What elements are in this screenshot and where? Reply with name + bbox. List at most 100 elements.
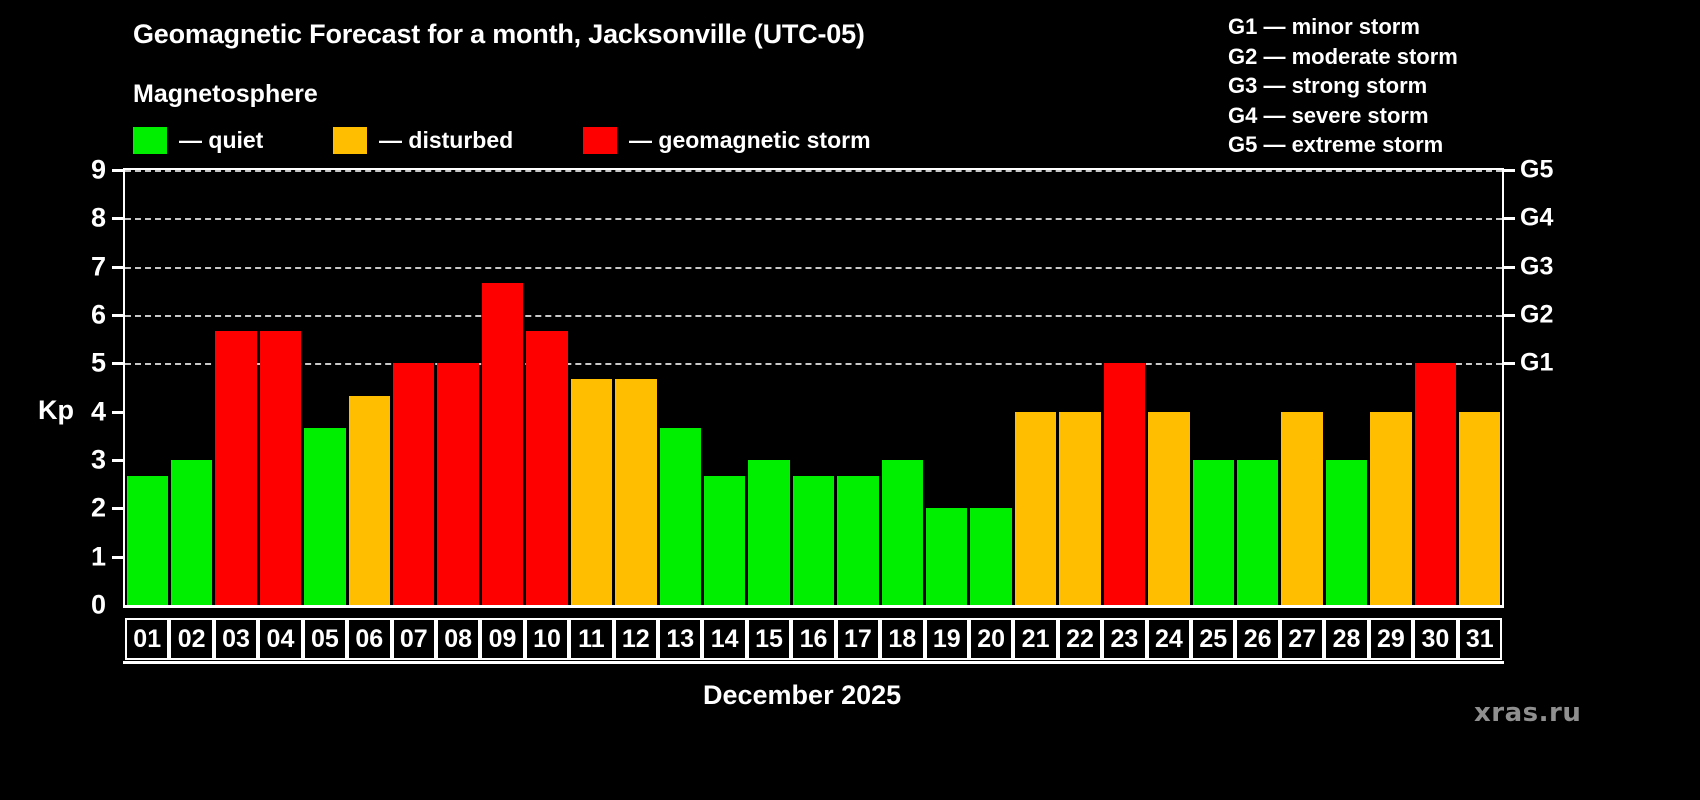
bar-day-19 — [926, 508, 968, 605]
bar-day-13 — [659, 427, 701, 605]
g-tick-G2 — [1504, 314, 1515, 317]
bar-day-05 — [304, 427, 346, 605]
day-label-13: 13 — [658, 618, 703, 660]
y-tick-label-2: 2 — [90, 492, 106, 523]
y-tick-9 — [112, 169, 123, 172]
bar-day-12 — [615, 379, 657, 605]
y-tick-5 — [112, 362, 123, 366]
bar-day-15 — [748, 460, 790, 605]
g-tick-label-G4: G4 — [1520, 203, 1554, 232]
g-scale-line-4: G4 — severe storm — [1228, 102, 1429, 128]
bar-day-01 — [126, 475, 168, 605]
bar-day-11 — [570, 379, 613, 605]
day-label-31: 31 — [1457, 618, 1502, 660]
day-label-27: 27 — [1279, 618, 1325, 660]
g-tick-G5 — [1504, 169, 1515, 172]
legend-swatch-disturbed — [333, 126, 367, 154]
day-label-16: 16 — [791, 618, 836, 660]
g-tick-G1 — [1504, 362, 1515, 366]
bar-day-28 — [1325, 460, 1368, 605]
day-label-23: 23 — [1102, 618, 1147, 660]
day-label-30: 30 — [1413, 618, 1458, 660]
day-label-08: 08 — [435, 618, 481, 660]
g-tick-G4 — [1504, 217, 1515, 221]
y-tick-label-5: 5 — [90, 347, 106, 378]
g-tick-G3 — [1504, 265, 1515, 269]
g-scale-line-1: G1 — minor storm — [1228, 14, 1420, 39]
day-label-18: 18 — [880, 618, 925, 660]
bar-day-06 — [348, 395, 390, 605]
bar-day-17 — [837, 475, 879, 605]
day-label-20: 20 — [968, 618, 1014, 660]
day-label-06: 06 — [347, 618, 392, 660]
bar-day-04 — [259, 330, 302, 605]
y-tick-6 — [112, 314, 123, 317]
day-label-12: 12 — [613, 618, 659, 660]
y-axis-label: Kp — [38, 395, 74, 425]
y-tick-1 — [112, 555, 123, 559]
magnetosphere-heading: Magnetosphere — [133, 80, 318, 108]
y-tick-8 — [112, 217, 123, 221]
bar-day-25 — [1192, 460, 1234, 605]
day-label-10: 10 — [524, 618, 570, 660]
x-axis-day-labels: 01 02 03 04 05 06 07 08 09 10 11 12 13 14 15 16 17 18 19 20… — [125, 618, 1502, 660]
legend-item-quiet: — quiet — [133, 126, 264, 154]
y-tick-label-8: 8 — [90, 202, 106, 233]
g-tick-label-G2: G2 — [1520, 300, 1554, 329]
day-label-15: 15 — [746, 618, 792, 660]
bar-day-14 — [703, 475, 746, 605]
bar-day-27 — [1281, 411, 1323, 605]
day-label-24: 24 — [1146, 618, 1192, 660]
bar-day-24 — [1148, 411, 1190, 605]
day-label-19: 19 — [924, 618, 969, 660]
bar-day-08 — [437, 363, 479, 605]
legend-item-disturbed: — disturbed — [333, 126, 514, 154]
g-tick-label-G5: G5 — [1520, 155, 1554, 184]
g-tick-label-G3: G3 — [1520, 252, 1554, 281]
bar-day-30 — [1414, 363, 1457, 605]
g-scale-legend: G1 — minor storm G2 — moderate storm G3 — … — [1228, 12, 1458, 160]
day-label-14: 14 — [702, 618, 747, 660]
day-label-09: 09 — [480, 618, 525, 660]
gridline-kp-5 — [125, 363, 1502, 366]
y-tick-label-1: 1 — [90, 541, 106, 572]
legend-item-storm: — geomagnetic storm — [583, 126, 871, 154]
g-scale-line-3: G3 — strong storm — [1228, 73, 1428, 98]
legend-label-storm: — geomagnetic storm — [629, 126, 871, 153]
day-label-21: 21 — [1013, 618, 1058, 660]
bar-day-31 — [1459, 411, 1501, 605]
gridline-kp-8 — [125, 218, 1502, 221]
legend-swatch-storm — [583, 126, 617, 154]
day-label-29: 29 — [1368, 618, 1414, 660]
watermark: xras.ru — [1474, 698, 1582, 728]
legend-label-quiet: — quiet — [179, 126, 264, 153]
day-label-17: 17 — [835, 618, 881, 660]
g-scale-line-5: G5 — extreme storm — [1228, 132, 1444, 157]
y-tick-label-3: 3 — [90, 444, 106, 475]
y-tick-label-7: 7 — [90, 251, 106, 282]
bar-day-22 — [1059, 411, 1101, 605]
day-label-04: 04 — [258, 618, 303, 660]
day-label-05: 05 — [302, 618, 348, 660]
y-tick-7 — [112, 265, 123, 269]
legend-label-disturbed: — disturbed — [379, 126, 514, 153]
bar-day-18 — [881, 460, 924, 605]
bar-day-16 — [792, 475, 835, 605]
legend-swatch-quiet — [133, 126, 167, 154]
y-tick-label-6: 6 — [90, 299, 106, 330]
day-label-26: 26 — [1235, 618, 1280, 660]
bar-day-23 — [1103, 363, 1146, 605]
day-label-28: 28 — [1324, 618, 1369, 660]
y-tick-label-0: 0 — [90, 589, 106, 620]
y-tick-4 — [112, 410, 123, 414]
bar-day-09 — [481, 282, 524, 605]
day-label-02: 02 — [169, 618, 214, 660]
bar-day-02 — [170, 460, 213, 605]
bar-day-10 — [526, 330, 568, 605]
bar-day-20 — [970, 508, 1012, 605]
bar-day-29 — [1370, 411, 1412, 605]
bar-day-26 — [1236, 460, 1279, 605]
plot-frame — [123, 168, 1504, 605]
day-label-03: 03 — [213, 618, 259, 660]
